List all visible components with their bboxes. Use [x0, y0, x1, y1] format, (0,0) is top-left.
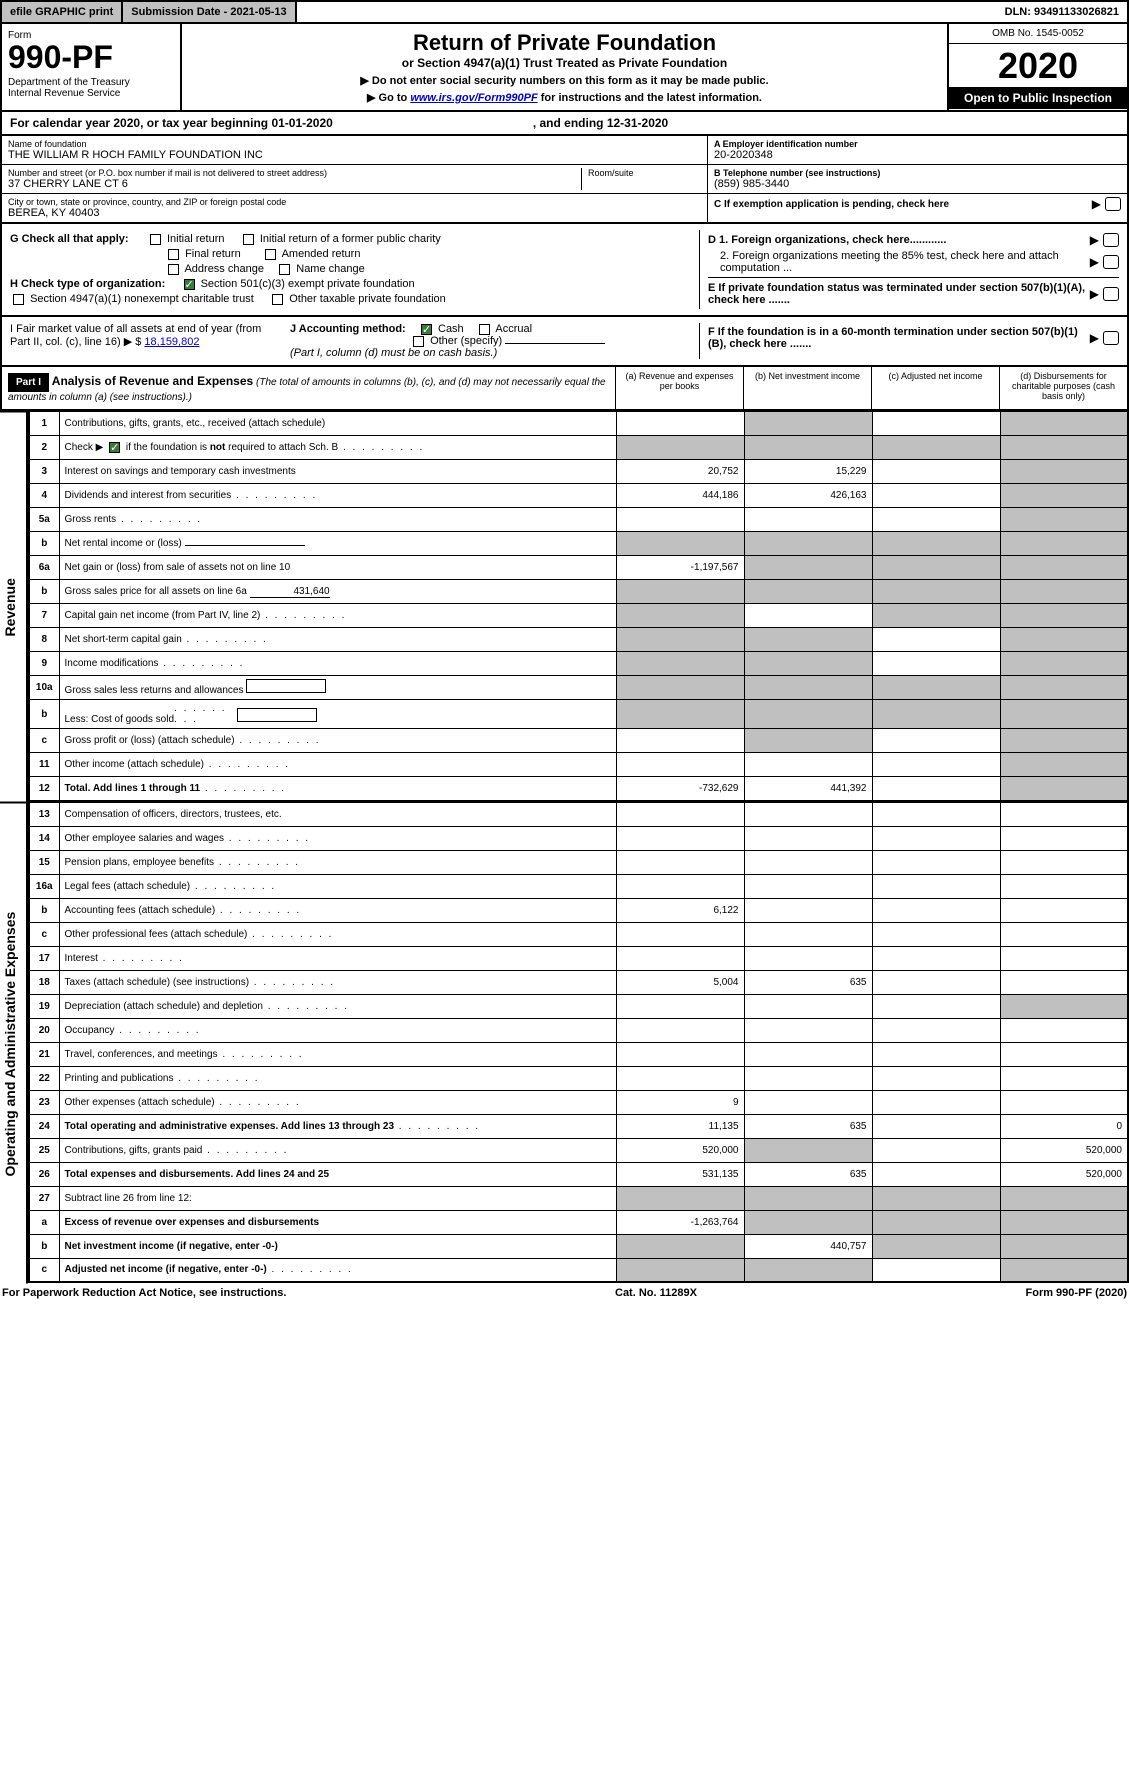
section-i-j: I Fair market value of all assets at end…	[0, 317, 1129, 367]
initial-former-checkbox[interactable]	[243, 234, 254, 245]
f-checkbox[interactable]	[1103, 331, 1119, 345]
revenue-table: 1Contributions, gifts, grants, etc., rec…	[28, 411, 1129, 802]
name-change-checkbox[interactable]	[279, 264, 290, 275]
arrow-icon: ▶	[1092, 197, 1101, 211]
501c3-checkbox[interactable]	[184, 279, 195, 290]
info-grid: Name of foundation THE WILLIAM R HOCH FA…	[0, 136, 1129, 224]
i-label: I Fair market value of all assets at end…	[10, 323, 261, 348]
col-c-header: (c) Adjusted net income	[871, 367, 999, 409]
name-label: Name of foundation	[8, 139, 701, 149]
omb-number: OMB No. 1545-0052	[949, 24, 1127, 44]
addr-label: Number and street (or P.O. box number if…	[8, 168, 581, 178]
part1-header: Part I Analysis of Revenue and Expenses …	[0, 367, 1129, 411]
page-footer: For Paperwork Reduction Act Notice, see …	[0, 1283, 1129, 1303]
amended-checkbox[interactable]	[265, 249, 276, 260]
paperwork-notice: For Paperwork Reduction Act Notice, see …	[2, 1287, 286, 1299]
irs-link[interactable]: www.irs.gov/Form990PF	[410, 92, 537, 104]
dln: DLN: 93491133026821	[997, 2, 1127, 22]
arrow-icon: ▶	[1090, 255, 1099, 269]
address-change-checkbox[interactable]	[168, 264, 179, 275]
col-a-header: (a) Revenue and expenses per books	[615, 367, 743, 409]
form-number: 990-PF	[8, 41, 174, 73]
accrual-checkbox[interactable]	[479, 324, 490, 335]
expenses-table: 13Compensation of officers, directors, t…	[28, 802, 1129, 1284]
sch-b-checkbox[interactable]	[109, 442, 120, 453]
open-inspection: Open to Public Inspection	[949, 87, 1127, 109]
cash-checkbox[interactable]	[421, 324, 432, 335]
section-g-h: G Check all that apply: Initial return I…	[0, 224, 1129, 317]
topbar: efile GRAPHIC print Submission Date - 20…	[0, 0, 1129, 24]
form-subtitle: or Section 4947(a)(1) Trust Treated as P…	[188, 56, 941, 70]
j-label: J Accounting method:	[290, 323, 406, 335]
revenue-side-label: Revenue	[0, 411, 28, 802]
form-ref: Form 990-PF (2020)	[1026, 1287, 1127, 1299]
form-header: Form 990-PF Department of the Treasury I…	[0, 24, 1129, 112]
part1-label: Part I	[8, 373, 49, 392]
phone: (859) 985-3440	[714, 178, 1121, 190]
department: Department of the Treasury Internal Reve…	[8, 77, 174, 99]
expenses-side-label: Operating and Administrative Expenses	[0, 802, 28, 1284]
form-title: Return of Private Foundation	[188, 30, 941, 56]
fmv-amount[interactable]: 18,159,802	[144, 336, 199, 348]
calendar-year-row: For calendar year 2020, or tax year begi…	[0, 112, 1129, 136]
catalog-number: Cat. No. 11289X	[615, 1287, 697, 1299]
efile-label: efile GRAPHIC print	[2, 2, 123, 22]
ssn-note: ▶ Do not enter social security numbers o…	[188, 74, 941, 87]
phone-label: B Telephone number (see instructions)	[714, 168, 1121, 178]
d1-label: D 1. Foreign organizations, check here..…	[708, 234, 1090, 246]
tax-year: 2020	[949, 44, 1127, 87]
exemption-label: C If exemption application is pending, c…	[714, 199, 1092, 210]
ein: 20-2020348	[714, 149, 1121, 161]
4947-checkbox[interactable]	[13, 294, 24, 305]
room-label: Room/suite	[588, 168, 701, 178]
final-return-checkbox[interactable]	[168, 249, 179, 260]
submission-date: Submission Date - 2021-05-13	[123, 2, 296, 22]
g-label: G Check all that apply:	[10, 233, 129, 245]
exemption-checkbox[interactable]	[1105, 197, 1121, 211]
city-label: City or town, state or province, country…	[8, 197, 701, 207]
d2-label: 2. Foreign organizations meeting the 85%…	[708, 250, 1090, 274]
h-label: H Check type of organization:	[10, 278, 165, 290]
d1-checkbox[interactable]	[1103, 233, 1119, 247]
arrow-icon: ▶	[1090, 331, 1099, 345]
e-label: E If private foundation status was termi…	[708, 282, 1090, 306]
address: 37 CHERRY LANE CT 6	[8, 178, 581, 190]
j-note: (Part I, column (d) must be on cash basi…	[290, 347, 699, 359]
arrow-icon: ▶	[1090, 287, 1099, 301]
d2-checkbox[interactable]	[1103, 255, 1119, 269]
arrow-icon: ▶	[1090, 233, 1099, 247]
other-method-checkbox[interactable]	[413, 336, 424, 347]
col-b-header: (b) Net investment income	[743, 367, 871, 409]
col-d-header: (d) Disbursements for charitable purpose…	[999, 367, 1127, 409]
f-label: F If the foundation is in a 60-month ter…	[708, 326, 1090, 350]
e-checkbox[interactable]	[1103, 287, 1119, 301]
link-note: ▶ Go to www.irs.gov/Form990PF for instru…	[188, 91, 941, 104]
city-state-zip: BEREA, KY 40403	[8, 207, 701, 219]
initial-return-checkbox[interactable]	[150, 234, 161, 245]
ein-label: A Employer identification number	[714, 139, 1121, 149]
foundation-name: THE WILLIAM R HOCH FAMILY FOUNDATION INC	[8, 149, 701, 161]
other-taxable-checkbox[interactable]	[272, 294, 283, 305]
part1-title: Analysis of Revenue and Expenses	[52, 374, 253, 388]
